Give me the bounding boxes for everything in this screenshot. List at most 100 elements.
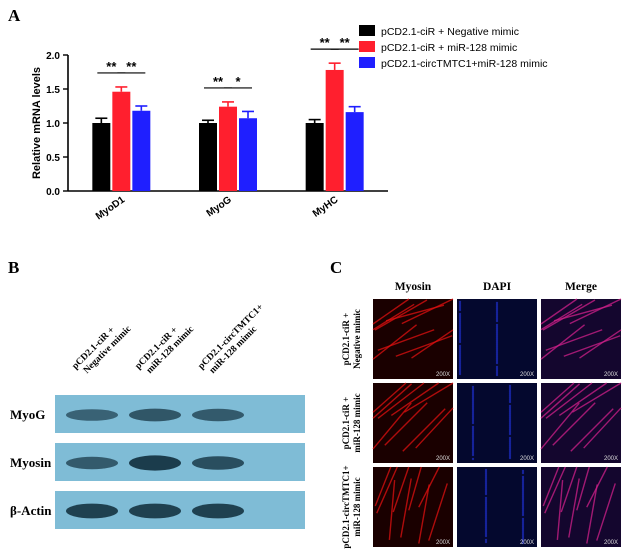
protein-band — [129, 503, 181, 519]
nucleus-speck — [484, 476, 488, 480]
magnification-label: 200X — [604, 456, 618, 462]
myotube-fiber — [542, 466, 560, 507]
nucleus-speck — [484, 504, 488, 508]
nucleus-speck — [484, 514, 488, 518]
nucleus-speck — [471, 403, 475, 407]
nucleus-speck — [471, 409, 475, 413]
nucleus-speck — [458, 358, 462, 362]
magnification-label: 200X — [436, 456, 450, 462]
nucleus-speck — [484, 484, 488, 488]
nucleus-speck — [495, 305, 499, 309]
nucleus-speck — [521, 499, 525, 503]
nucleus-speck — [458, 348, 462, 352]
nucleus-speck — [484, 532, 488, 536]
lane-label: pCD2.1-circTMTC1+miR-128 mimic — [197, 302, 266, 375]
nucleus-speck — [471, 385, 475, 389]
nucleus-speck — [521, 537, 525, 541]
myotube-fiber — [377, 382, 425, 419]
nucleus-speck — [495, 373, 499, 377]
nucleus-speck — [471, 457, 475, 461]
nucleus-speck — [458, 314, 462, 318]
nucleus-speck — [484, 530, 488, 534]
nucleus-speck — [521, 519, 525, 523]
nucleus-speck — [458, 364, 462, 368]
myotube-fiber — [540, 303, 583, 331]
nucleus-speck — [508, 444, 512, 448]
nucleus-speck — [508, 436, 512, 440]
nucleus-speck — [471, 397, 475, 401]
myotube-fiber — [542, 299, 596, 331]
nucleus-speck — [495, 357, 499, 361]
nucleus-speck — [495, 369, 499, 373]
nucleus-speck — [471, 429, 475, 433]
myotube-fiber — [545, 329, 603, 351]
nucleus-speck — [521, 529, 525, 533]
nucleus-speck — [508, 446, 512, 450]
myotube-fiber — [540, 298, 578, 325]
nucleus-speck — [495, 323, 499, 327]
nucleus-speck — [508, 416, 512, 420]
myotube-fiber — [568, 478, 580, 538]
nucleus-speck — [458, 322, 462, 326]
micrograph — [373, 383, 453, 463]
nucleus-speck — [471, 407, 475, 411]
nucleus-speck — [458, 304, 462, 308]
y-tick-label: 1.5 — [46, 85, 60, 96]
bar — [345, 112, 364, 191]
nucleus-speck — [495, 325, 499, 329]
myotube-fiber — [404, 382, 454, 413]
nucleus-speck — [495, 309, 499, 313]
protein-band — [129, 455, 181, 471]
nucleus-speck — [484, 518, 488, 522]
nucleus-speck — [458, 368, 462, 372]
nucleus-speck — [508, 452, 512, 456]
myotube-fiber — [558, 382, 608, 417]
nucleus-speck — [508, 442, 512, 446]
nucleus-speck — [495, 329, 499, 333]
nucleus-speck — [521, 491, 525, 495]
nucleus-speck — [508, 404, 512, 408]
nucleus-speck — [471, 443, 475, 447]
protein-band — [66, 456, 118, 470]
nucleus-speck — [508, 456, 512, 460]
micrograph — [457, 383, 537, 463]
column-header: Myosin — [395, 281, 432, 293]
nucleus-speck — [484, 506, 488, 510]
nucleus-speck — [508, 418, 512, 422]
nucleus-speck — [471, 399, 475, 403]
nucleus-speck — [521, 505, 525, 509]
nucleus-speck — [484, 502, 488, 506]
myotube-fiber — [544, 466, 566, 514]
x-tick-label: MyoG — [205, 194, 234, 219]
nucleus-speck — [495, 343, 499, 347]
myotube-fiber — [372, 298, 410, 325]
nucleus-speck — [471, 393, 475, 397]
nucleus-speck — [495, 351, 499, 355]
protein-band — [66, 409, 118, 421]
nucleus-speck — [471, 453, 475, 457]
column-header: DAPI — [483, 281, 512, 293]
nucleus-speck — [471, 427, 475, 431]
row-label: pCD2.1-ciR + miR-128 mimic — [341, 393, 362, 452]
nucleus-speck — [508, 450, 512, 454]
magnification-label: 200X — [520, 372, 534, 378]
nucleus-speck — [495, 311, 499, 315]
legend-label: pCD2.1-circTMTC1+miR-128 mimic — [381, 58, 548, 70]
significance-label: * — [235, 74, 241, 89]
nucleus-speck — [458, 306, 462, 310]
nucleus-speck — [484, 498, 488, 502]
nucleus-speck — [508, 392, 512, 396]
band-label: MyoG — [10, 407, 45, 422]
magnification-label: 200X — [436, 540, 450, 546]
nucleus-speck — [521, 539, 525, 543]
protein-band — [192, 456, 244, 470]
myotube-fiber — [372, 402, 412, 450]
nucleus-speck — [521, 487, 525, 491]
myotube-fiber — [569, 298, 622, 325]
nucleus-speck — [508, 410, 512, 414]
nucleus-speck — [521, 535, 525, 539]
bar — [199, 123, 217, 191]
nucleus-speck — [521, 479, 525, 483]
band-label: β-Actin — [10, 503, 52, 518]
nucleus-speck — [508, 412, 512, 416]
